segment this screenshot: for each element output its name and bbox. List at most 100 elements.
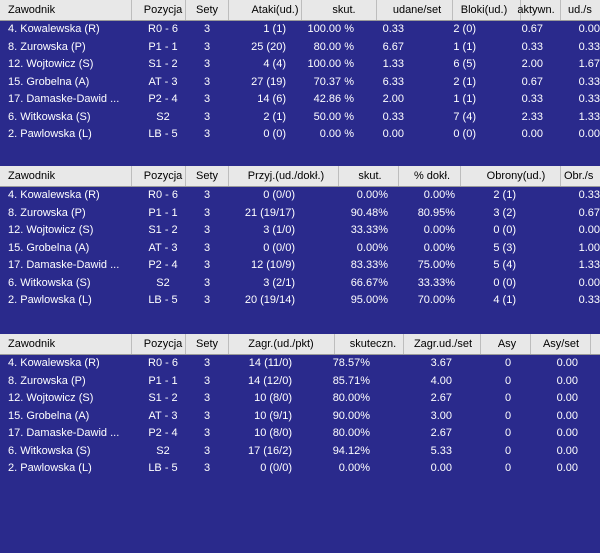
column-header-blocks[interactable]: Bloki(ud.): [460, 4, 508, 16]
column-header-serve-efficiency[interactable]: skuteczn.: [349, 338, 397, 350]
table-row[interactable]: 4. Kowalewska (R) R0 - 6 3 0 (0/0) 0.00% 0.00…: [0, 187, 600, 205]
cell-attack-efficiency: 42.86 %: [313, 93, 354, 105]
column-divider[interactable]: [560, 0, 561, 20]
column-divider[interactable]: [560, 166, 561, 186]
cell-reception-accuracy: 0.00%: [423, 241, 455, 254]
cell-blocks: 6 (5): [453, 58, 476, 70]
column-divider[interactable]: [228, 334, 229, 354]
table-row[interactable]: 17. Damaske-Dawid ... P2 - 4 3 10 (8/0) 80.0…: [0, 425, 600, 443]
table-row[interactable]: 12. Wojtowicz (S) S1 - 2 3 10 (8/0) 80.00% 2.…: [0, 390, 600, 408]
cell-sets: 3: [203, 276, 211, 289]
cell-position: S1 - 2: [148, 58, 178, 70]
column-divider[interactable]: [460, 166, 461, 186]
column-header-position[interactable]: Pozycja: [143, 170, 183, 182]
column-divider[interactable]: [131, 166, 132, 186]
column-divider[interactable]: [530, 334, 531, 354]
cell-serve-efficiency: 80.00%: [332, 427, 370, 439]
cell-reception-accuracy: 0.00%: [423, 189, 455, 201]
cell-blocks-per-set: 1.33: [578, 110, 600, 123]
cell-receptions: 3 (2/1): [263, 276, 295, 289]
column-divider[interactable]: [403, 334, 404, 354]
table-row[interactable]: 2. Pawlowska (L) LB - 5 3 0 (0/0) 0.00% 0.00 0…: [0, 460, 600, 478]
table-row[interactable]: 4. Kowalewska (R) R0 - 6 3 14 (11/0) 78.57% 3…: [0, 355, 600, 373]
table-row[interactable]: 17. Damaske-Dawid ... P2 - 4 3 14 (6) 42.86 …: [0, 91, 600, 109]
table-row[interactable]: 8. Zurowska (P) P1 - 1 3 25 (20) 80.00 % 6.67…: [0, 39, 600, 57]
column-divider[interactable]: [185, 0, 186, 20]
table-row[interactable]: 12. Wojtowicz (S) S1 - 2 3 3 (1/0) 33.33% 0.0…: [0, 222, 600, 240]
cell-position: AT - 3: [148, 241, 178, 254]
column-header-reception-accuracy[interactable]: % dokł.: [413, 170, 451, 182]
cell-serves-per-set: 4.00: [430, 374, 452, 387]
column-divider[interactable]: [185, 334, 186, 354]
column-header-position[interactable]: Pozycja: [143, 338, 183, 350]
column-divider[interactable]: [334, 334, 335, 354]
column-divider[interactable]: [338, 166, 339, 186]
cell-receptions: 3 (1/0): [263, 224, 295, 236]
table-row[interactable]: 6. Witkowska (S) S2 3 2 (1) 50.00 % 0.33 7 (4)…: [0, 109, 600, 127]
cell-serve-efficiency: 90.00%: [332, 409, 370, 422]
column-divider[interactable]: [228, 166, 229, 186]
cell-sets: 3: [203, 294, 211, 306]
table-row[interactable]: 15. Grobelna (A) AT - 3 3 27 (19) 70.37 % 6.3…: [0, 74, 600, 92]
cell-sets: 3: [203, 357, 211, 369]
column-header-digs-per-set[interactable]: Obr./s: [564, 170, 594, 182]
table-row[interactable]: 17. Damaske-Dawid ... P2 - 4 3 12 (10/9) 83.…: [0, 257, 600, 275]
column-header-blocks-per-set[interactable]: ud./s: [568, 4, 592, 16]
cell-digs-per-set: 0.33: [578, 189, 600, 201]
cell-sets: 3: [203, 409, 211, 422]
column-header-sets[interactable]: Sety: [195, 170, 218, 182]
table-row[interactable]: 15. Grobelna (A) AT - 3 3 0 (0/0) 0.00% 0.00%…: [0, 240, 600, 258]
column-header-reception-efficiency[interactable]: skut.: [358, 170, 382, 182]
cell-reception-accuracy: 0.00%: [423, 224, 455, 236]
column-header-receptions[interactable]: Przyj.(ud./dokł.): [247, 170, 325, 182]
column-header-serves[interactable]: Zagr.(ud./pkt): [248, 338, 314, 350]
table-row[interactable]: 6. Witkowska (S) S2 3 17 (16/2) 94.12% 5.33 0 0…: [0, 443, 600, 461]
column-header-attacks[interactable]: Ataki(ud.): [251, 4, 299, 16]
cell-position: AT - 3: [148, 75, 178, 88]
column-header-serves-per-set[interactable]: Zagr.ud./set: [413, 338, 473, 350]
table-header: Zawodnik Pozycja Sety Ataki(ud.) skut. udane/…: [0, 0, 600, 21]
table-row[interactable]: 4. Kowalewska (R) R0 - 6 3 1 (1) 100.00 % 0.3…: [0, 21, 600, 39]
column-header-aces[interactable]: Asy: [497, 338, 517, 350]
cell-receptions: 12 (10/9): [250, 259, 295, 271]
cell-position: R0 - 6: [148, 23, 178, 35]
cell-player: 2. Pawlowska (L): [8, 128, 92, 140]
column-header-digs[interactable]: Obrony(ud.): [486, 170, 546, 182]
column-header-position[interactable]: Pozycja: [143, 4, 183, 16]
column-divider[interactable]: [131, 334, 132, 354]
column-header-player[interactable]: Zawodnik: [8, 4, 56, 16]
column-divider[interactable]: [590, 334, 591, 354]
column-divider[interactable]: [480, 334, 481, 354]
cell-reception-efficiency: 0.00%: [356, 189, 388, 201]
cell-digs: 5 (4): [493, 259, 516, 271]
column-divider[interactable]: [520, 0, 521, 20]
column-header-player[interactable]: Zawodnik: [8, 338, 56, 350]
column-divider[interactable]: [185, 166, 186, 186]
table-row[interactable]: 8. Zurowska (P) P1 - 1 3 14 (12/0) 85.71% 4.0…: [0, 373, 600, 391]
column-header-sets[interactable]: Sety: [195, 338, 218, 350]
cell-attack-efficiency: 50.00 %: [313, 110, 354, 123]
column-header-player[interactable]: Zawodnik: [8, 170, 56, 182]
table-row[interactable]: 6. Witkowska (S) S2 3 3 (2/1) 66.67% 33.33% 0 …: [0, 275, 600, 293]
column-header-attacks-per-set[interactable]: udane/set: [392, 4, 442, 16]
column-header-aces-per-set[interactable]: Asy/set: [542, 338, 580, 350]
cell-player: 4. Kowalewska (R): [8, 357, 100, 369]
column-divider[interactable]: [452, 0, 453, 20]
column-divider[interactable]: [398, 166, 399, 186]
column-divider[interactable]: [228, 0, 229, 20]
table-row[interactable]: 2. Pawlowska (L) LB - 5 3 0 (0) 0.00 % 0.00 0 …: [0, 126, 600, 144]
column-header-attack-efficiency[interactable]: skut.: [332, 4, 356, 16]
column-header-sets[interactable]: Sety: [195, 4, 218, 16]
cell-position: LB - 5: [148, 294, 178, 306]
column-divider[interactable]: [131, 0, 132, 20]
column-header-block-activity[interactable]: aktywn.: [517, 4, 555, 16]
table-row[interactable]: 12. Wojtowicz (S) S1 - 2 3 4 (4) 100.00 % 1.3…: [0, 56, 600, 74]
column-divider[interactable]: [376, 0, 377, 20]
cell-digs-per-set: 0.00: [578, 224, 600, 236]
column-divider[interactable]: [301, 0, 302, 20]
table-row[interactable]: 8. Zurowska (P) P1 - 1 3 21 (19/17) 90.48% 80…: [0, 205, 600, 223]
table-row[interactable]: 2. Pawlowska (L) LB - 5 3 20 (19/14) 95.00% 7…: [0, 292, 600, 310]
cell-sets: 3: [203, 444, 211, 457]
cell-player: 12. Wojtowicz (S): [8, 58, 94, 70]
table-row[interactable]: 15. Grobelna (A) AT - 3 3 10 (9/1) 90.00% 3.0…: [0, 408, 600, 426]
